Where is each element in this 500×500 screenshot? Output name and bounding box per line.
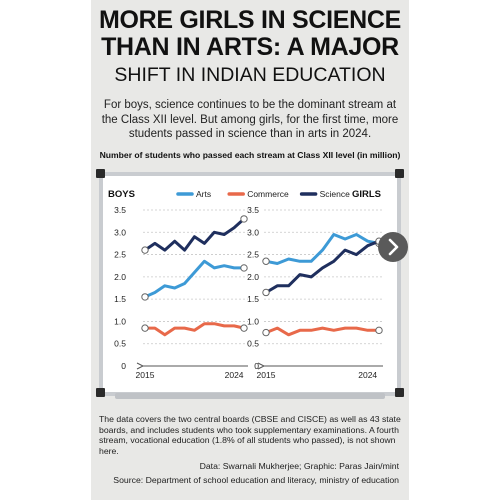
x-tick-label: 2015 (136, 370, 155, 380)
endpoint-marker (375, 326, 383, 335)
y-tick-label: 3.5 (114, 205, 126, 215)
y-tick-label: 1.5 (114, 294, 126, 304)
endpoint-marker (262, 288, 270, 297)
series-line-boys-commerce (143, 322, 246, 337)
endpoint-marker (141, 324, 149, 332)
y-tick-label: 0 (254, 361, 259, 371)
chevron-right-icon (388, 238, 399, 256)
headline-line-2: THAN IN ARTS: A MAJOR (101, 33, 399, 61)
y-tick-label: 0.5 (247, 339, 259, 349)
endpoint-marker (240, 264, 248, 272)
panel-label-boys: BOYS (108, 189, 135, 200)
y-tick-label: 3.5 (247, 205, 259, 215)
series-line-girls-science (264, 239, 381, 294)
intro-text: For boys, science continues to be the do… (101, 99, 399, 140)
series-line-boys-arts (143, 259, 246, 299)
headline-line-1: MORE GIRLS IN SCIENCE (98, 6, 402, 34)
chart-title: Number of students who passed each strea… (99, 150, 401, 160)
series-line-boys-science (143, 217, 246, 252)
x-tick-label: 2024 (358, 370, 377, 380)
y-tick-label: 2.5 (247, 250, 259, 260)
panel-label-girls: GIRLS (352, 189, 381, 200)
whiteboard-tray (115, 393, 385, 399)
board-corner-top-left (96, 169, 105, 178)
y-tick-label: 2.0 (114, 272, 126, 282)
x-tick-label: 2015 (257, 370, 276, 380)
board-corner-bottom-right (395, 388, 404, 397)
board-corner-bottom-left (96, 388, 105, 397)
endpoint-marker (262, 328, 270, 337)
series-line-girls-commerce (264, 326, 381, 337)
endpoint-marker (141, 246, 149, 254)
endpoint-marker (240, 324, 248, 332)
legend-label-science: Science (320, 189, 351, 199)
y-tick-label: 1.5 (247, 294, 259, 304)
axis-arrow (257, 362, 266, 370)
headline-line-3: SHIFT IN INDIAN EDUCATION (114, 64, 386, 86)
y-tick-label: 3.0 (247, 227, 259, 237)
y-tick-label: 2.0 (247, 272, 259, 282)
infographic-card: MORE GIRLS IN SCIENCE THAN IN ARTS: A MA… (91, 0, 409, 500)
y-tick-label: 1.0 (247, 316, 259, 326)
endpoint-marker (141, 293, 149, 301)
endpoint-marker (240, 215, 248, 223)
footnote: The data covers the two central boards (… (99, 414, 401, 456)
legend-label-arts: Arts (196, 189, 211, 199)
legend-label-commerce: Commerce (247, 189, 289, 199)
source-line: Source: Department of school education a… (113, 475, 399, 485)
axis-arrow (136, 362, 145, 370)
y-tick-label: 3.0 (114, 227, 126, 237)
series-line-girls-arts (264, 233, 381, 265)
chart-area: Arts Commerce Science BOYS 0 0.5 1.0 1.5 2.0 2.5 3… (108, 189, 383, 380)
y-tick-label: 2.5 (114, 250, 126, 260)
whiteboard-frame (99, 172, 401, 396)
next-slide-button[interactable] (378, 232, 408, 262)
y-tick-label: 1.0 (114, 316, 126, 326)
endpoint-marker (262, 257, 270, 265)
x-tick-label: 2024 (225, 370, 244, 380)
board-corner-top-right (395, 169, 404, 178)
y-tick-label: 0.5 (114, 339, 126, 349)
headline: MORE GIRLS IN SCIENCE THAN IN ARTS: A MA… (91, 7, 409, 61)
credit-line: Data: Swarnali Mukherjee; Graphic: Paras… (199, 461, 399, 471)
y-tick-label: 0 (121, 361, 126, 371)
